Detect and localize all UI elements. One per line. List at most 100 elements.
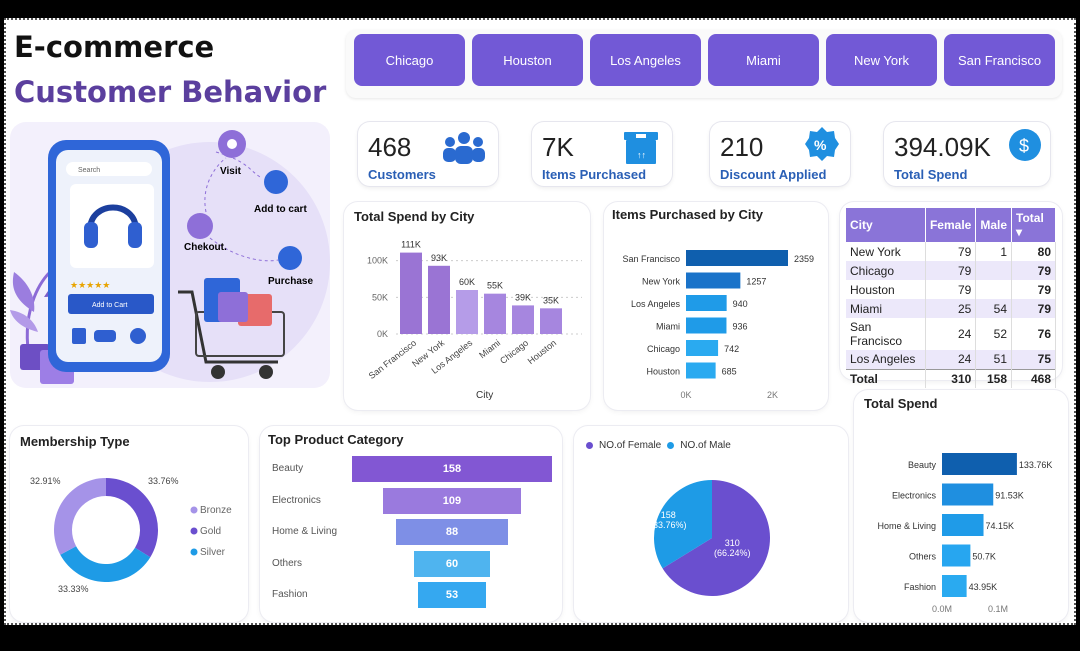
matrix-cell-value: 79 <box>925 242 977 261</box>
legend-female: NO.of Female <box>599 440 662 451</box>
items-by-city-panel: Items Purchased by City San Francisco 235… <box>604 202 828 410</box>
slicer-san-francisco[interactable]: San Francisco <box>944 34 1055 86</box>
slicer-houston[interactable]: Houston <box>472 34 583 86</box>
bar <box>686 317 727 334</box>
matrix-cell-city: Chicago <box>846 261 926 280</box>
y-tick-label: Electronics <box>892 491 937 501</box>
matrix-total-cell: 468 <box>1011 368 1056 388</box>
y-tick-label: Los Angeles <box>631 299 681 309</box>
dollar-icon: $ <box>1009 129 1041 161</box>
page-title: E-commerce <box>14 30 215 64</box>
bar <box>686 362 716 379</box>
data-label: 35K <box>543 295 559 305</box>
data-label: 91.53K <box>995 491 1024 501</box>
legend-swatch <box>190 506 198 514</box>
membership-panel: Membership Type Bronze Gold Silver 32.91% … <box>10 426 248 622</box>
matrix-total-cell: 158 <box>975 368 1013 388</box>
matrix-row[interactable]: New York 79 1 80 <box>846 242 1056 261</box>
y-tick-label: Others <box>909 552 937 562</box>
data-label: 940 <box>733 299 748 309</box>
col-male[interactable]: Male <box>975 208 1013 242</box>
col-female[interactable]: Female <box>925 208 977 242</box>
gender-panel: NO.of Female NO.of Male 158 (33.76%) 310(… <box>574 426 848 622</box>
pie-slice-male <box>654 480 712 569</box>
phone-search-text: Search <box>78 167 100 174</box>
y-tick-label: Home & Living <box>877 521 936 531</box>
bar <box>456 290 478 334</box>
kpi-items-purchased: 7K Items Purchased ↑↑ <box>532 122 672 186</box>
matrix-row[interactable]: Houston 79 79 <box>846 280 1056 299</box>
y-tick-label: 50K <box>372 292 388 302</box>
x-tick-label: 2K <box>767 390 778 400</box>
slicer-new-york[interactable]: New York <box>826 34 937 86</box>
legend-male: NO.of Male <box>680 440 731 451</box>
kpi-value: 210 <box>720 132 764 162</box>
kpi-value: 468 <box>368 132 412 162</box>
matrix-row[interactable]: Miami 25 54 79 <box>846 299 1056 318</box>
bar <box>942 514 984 536</box>
dashboard-canvas: E-commerce Customer Behavior Chicago Hou… <box>4 18 1076 625</box>
matrix-cell-value: 75 <box>1011 350 1056 369</box>
funnel-bar: 88 <box>396 519 508 545</box>
bar <box>428 265 450 334</box>
matrix-cell-city: Miami <box>846 299 926 318</box>
legend-swatch <box>190 527 198 535</box>
legend-swatch <box>190 548 198 556</box>
female-slice-label: 310 (66.24%) <box>714 538 751 558</box>
matrix-row[interactable]: Los Angeles 24 51 75 <box>846 350 1056 369</box>
slicer-los-angeles[interactable]: Los Angeles <box>590 34 701 86</box>
kpi-label: Total Spend <box>894 167 968 182</box>
page-subtitle: Customer Behavior <box>14 75 327 109</box>
funnel-bar: 158 <box>352 456 552 482</box>
col-city[interactable]: City <box>846 208 926 242</box>
kpi-customers: 468 Customers <box>358 122 498 186</box>
matrix-row[interactable]: Chicago 79 79 <box>846 261 1056 280</box>
svg-text:↑↑: ↑↑ <box>637 150 646 160</box>
bar <box>686 272 741 289</box>
matrix-cell-value: 80 <box>1011 242 1056 261</box>
bar <box>942 575 967 597</box>
matrix-cell-value: 52 <box>975 318 1013 350</box>
bar <box>484 293 506 334</box>
matrix-total-cell: Total <box>846 368 926 388</box>
category-funnel: Beauty 158 Electronics 109 Home & Living 88 Ot… <box>260 426 562 622</box>
x-tick-label: 0.1M <box>988 604 1008 614</box>
svg-text:★★★★★: ★★★★★ <box>70 280 110 290</box>
kpi-label: Items Purchased <box>542 167 647 182</box>
y-tick-label: Fashion <box>904 582 936 592</box>
funnel-bar: 109 <box>383 487 521 514</box>
data-label: 685 <box>722 367 737 377</box>
funnel-category-label: Fashion <box>272 589 308 600</box>
matrix-cell-city: New York <box>846 242 926 261</box>
slicer-miami[interactable]: Miami <box>708 34 819 86</box>
matrix-row[interactable]: San Francisco 24 52 76 <box>846 318 1056 350</box>
label-gold-pct: 33.76% <box>148 476 179 486</box>
x-tick-label: San Francisco <box>367 338 418 381</box>
kpi-discount-applied: 210 Discount Applied % <box>710 122 850 186</box>
data-label: 1257 <box>746 277 766 287</box>
label-bronze-pct: 32.91% <box>30 476 61 486</box>
svg-text:%: % <box>814 137 827 153</box>
x-tick-label: 0K <box>680 390 691 400</box>
matrix-total-row: Total 310 158 468 <box>846 368 1056 388</box>
matrix-cell-value: 24 <box>925 350 977 369</box>
kpi-label: Customers <box>368 167 436 182</box>
legend-female-swatch <box>586 442 593 449</box>
col-total[interactable]: Total ▾ <box>1011 208 1056 242</box>
step-add-to-cart: Add to cart <box>254 204 307 215</box>
x-tick-label: Chicago <box>498 338 530 366</box>
box-icon: ↑↑ <box>624 132 658 164</box>
funnel-category-label: Electronics <box>272 494 321 506</box>
matrix-cell-value <box>975 261 1013 280</box>
matrix-cell-value: 79 <box>1011 261 1056 280</box>
step-purchase: Purchase <box>268 276 314 287</box>
y-tick-label: Beauty <box>908 460 937 470</box>
panel-title: Total Spend by City <box>354 209 475 224</box>
bar <box>942 453 1017 475</box>
matrix-cell-value: 79 <box>1011 299 1056 318</box>
slicer-chicago[interactable]: Chicago <box>354 34 465 86</box>
items-by-city-chart: San Francisco 2359 New York 1257 Los Angeles… <box>622 250 814 400</box>
y-tick-label: 0K <box>377 329 388 339</box>
funnel-category-label: Others <box>272 557 303 569</box>
